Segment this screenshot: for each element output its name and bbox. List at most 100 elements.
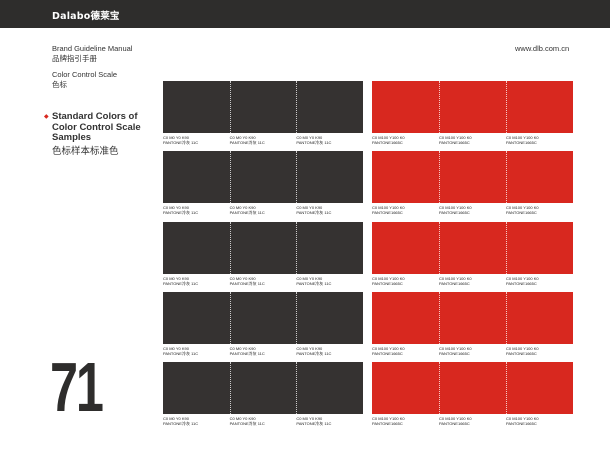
swatch-cmyk: C0 M0 Y0 K90 xyxy=(163,276,189,281)
red-swatch-label: C0 M100 Y100 K0 PANTONE1665C xyxy=(506,135,539,145)
swatch-cmyk: C0 M0 Y0 K90 xyxy=(296,135,323,140)
swatch-cmyk: C0 M0 Y0 K90 xyxy=(296,205,323,210)
section-name-cn: 色标 xyxy=(52,79,67,89)
swatch-pantone: PANTONE1665C xyxy=(439,281,470,286)
dark-swatch-label: C0 M0 Y0 K90 PANTONE冷灰 11C xyxy=(230,416,265,426)
swatch-pantone: PANTONE1665C xyxy=(506,210,537,215)
dark-swatch-label: C0 M0 Y0 K90 PANTONE冷灰 11C xyxy=(163,276,198,286)
section-title: Standard Colors of Color Control Scale S… xyxy=(52,111,141,143)
swatch-cmyk: C0 M100 Y100 K0 xyxy=(506,276,539,281)
swatch-divider xyxy=(439,292,440,344)
swatch-cmyk: C0 M100 Y100 K0 xyxy=(506,416,539,421)
manual-title-cn: 品牌指引手册 xyxy=(52,53,97,63)
swatch-cmyk: C0 M0 Y0 K90 xyxy=(163,205,189,210)
swatch-cmyk: C0 M0 Y0 K90 xyxy=(229,276,256,281)
dark-swatch-label: C0 M0 Y0 K90 PANTONE冷灰 11C xyxy=(163,346,198,356)
red-swatch-label: C0 M100 Y100 K0 PANTONE1665C xyxy=(506,276,539,286)
swatch-pantone: PANTONE冷灰 11C xyxy=(163,351,199,356)
swatch-cmyk: C0 M0 Y0 K90 xyxy=(229,416,256,421)
swatch-cmyk: C0 M100 Y100 K0 xyxy=(372,205,405,210)
dark-swatch-label: C0 M0 Y0 K90 PANTONE冷灰 11C xyxy=(163,135,198,145)
swatch-cmyk: C0 M100 Y100 K0 xyxy=(506,346,539,351)
swatch-pantone: PANTONE冷灰 11C xyxy=(296,281,332,286)
manual-header: Brand Guideline Manual 品牌指引手册 Color Cont… xyxy=(52,44,132,89)
website-link[interactable]: www.dlb.com.cn xyxy=(515,44,570,53)
swatch-divider xyxy=(296,292,298,344)
dark-swatch-label: C0 M0 Y0 K90 PANTONE冷灰 11C xyxy=(230,346,265,356)
swatch-divider xyxy=(229,362,231,414)
swatch-divider xyxy=(229,292,231,344)
swatch-cmyk: C0 M100 Y100 K0 xyxy=(372,135,405,140)
red-swatch-block xyxy=(372,362,573,414)
dark-swatch-label: C0 M0 Y0 K90 PANTONE冷灰 11C xyxy=(296,276,331,286)
swatch-divider xyxy=(439,81,440,133)
swatch-cmyk: C0 M100 Y100 K0 xyxy=(439,135,472,140)
swatch-pantone: PANTONE冷灰 11C xyxy=(296,140,332,145)
red-swatch-block xyxy=(372,292,573,344)
dark-swatch-label: C0 M0 Y0 K90 PANTONE冷灰 11C xyxy=(230,205,265,215)
swatch-cmyk: C0 M0 Y0 K90 xyxy=(163,135,189,140)
red-swatch-label: C0 M100 Y100 K0 PANTONE1665C xyxy=(439,346,472,356)
swatch-divider xyxy=(439,222,440,274)
swatch-pantone: PANTONE冷灰 11C xyxy=(229,140,265,145)
swatch-cmyk: C0 M100 Y100 K0 xyxy=(372,346,405,351)
red-swatch-label: C0 M100 Y100 K0 PANTONE1665C xyxy=(372,346,405,356)
dark-swatch-label: C0 M0 Y0 K90 PANTONE冷灰 11C xyxy=(296,346,331,356)
dark-swatch-label: C0 M0 Y0 K90 PANTONE冷灰 11C xyxy=(163,205,198,215)
swatch-pantone: PANTONE1665C xyxy=(506,281,537,286)
red-swatch-label: C0 M100 Y100 K0 PANTONE1665C xyxy=(372,276,405,286)
swatch-pantone: PANTONE冷灰 11C xyxy=(163,210,199,215)
swatch-cmyk: C0 M100 Y100 K0 xyxy=(506,135,539,140)
swatch-cmyk: C0 M100 Y100 K0 xyxy=(439,276,472,281)
swatch-pantone: PANTONE1665C xyxy=(372,140,403,145)
red-swatch-label: C0 M100 Y100 K0 PANTONE1665C xyxy=(506,346,539,356)
swatch-cmyk: C0 M100 Y100 K0 xyxy=(439,346,472,351)
swatch-pantone: PANTONE1665C xyxy=(506,351,537,356)
swatch-cmyk: C0 M100 Y100 K0 xyxy=(439,205,472,210)
red-swatch-label: C0 M100 Y100 K0 PANTONE1665C xyxy=(439,416,472,426)
swatch-cmyk: C0 M0 Y0 K90 xyxy=(229,205,256,210)
dark-swatch-block xyxy=(163,81,363,133)
swatch-pantone: PANTONE冷灰 11C xyxy=(163,421,199,426)
swatch-divider xyxy=(229,81,231,133)
swatch-divider xyxy=(229,151,231,203)
page-number: 71 xyxy=(50,348,104,426)
swatch-pantone: PANTONE冷灰 11C xyxy=(163,281,199,286)
red-swatch-label: C0 M100 Y100 K0 PANTONE1665C xyxy=(439,135,472,145)
red-swatch-block xyxy=(372,222,573,274)
swatch-divider xyxy=(506,81,507,133)
swatch-cmyk: C0 M0 Y0 K90 xyxy=(229,135,256,140)
swatch-pantone: PANTONE冷灰 11C xyxy=(229,351,265,356)
swatch-divider xyxy=(296,362,298,414)
red-swatch-label: C0 M100 Y100 K0 PANTONE1665C xyxy=(439,276,472,286)
swatch-pantone: PANTONE1665C xyxy=(372,210,403,215)
swatch-pantone: PANTONE冷灰 11C xyxy=(163,140,199,145)
swatch-cmyk: C0 M100 Y100 K0 xyxy=(372,416,405,421)
swatch-divider xyxy=(506,222,507,274)
dark-swatch-label: C0 M0 Y0 K90 PANTONE冷灰 11C xyxy=(230,135,265,145)
dark-swatch-block xyxy=(163,362,363,414)
top-bar: Dalabo德莱宝 xyxy=(0,0,610,28)
swatch-divider xyxy=(506,362,507,414)
dark-swatch-label: C0 M0 Y0 K90 PANTONE冷灰 11C xyxy=(163,416,198,426)
dark-swatch-label: C0 M0 Y0 K90 PANTONE冷灰 11C xyxy=(230,276,265,286)
swatch-pantone: PANTONE冷灰 11C xyxy=(296,421,332,426)
section-name: Color Control Scale xyxy=(52,70,118,79)
swatch-cmyk: C0 M0 Y0 K90 xyxy=(296,416,323,421)
dark-swatch-block xyxy=(163,292,363,344)
bullet-icon: ◆ xyxy=(44,114,49,120)
swatch-pantone: PANTONE1665C xyxy=(439,140,470,145)
section-title-cn: 色标样本标准色 xyxy=(52,146,119,157)
red-swatch-label: C0 M100 Y100 K0 PANTONE1665C xyxy=(372,135,405,145)
dark-swatch-label: C0 M0 Y0 K90 PANTONE冷灰 11C xyxy=(296,416,331,426)
red-swatch-block xyxy=(372,151,573,203)
swatch-pantone: PANTONE冷灰 11C xyxy=(229,210,265,215)
dark-swatch-label: C0 M0 Y0 K90 PANTONE冷灰 11C xyxy=(296,135,331,145)
swatch-pantone: PANTONE1665C xyxy=(372,281,403,286)
brand-logo: Dalabo德莱宝 xyxy=(52,11,120,22)
swatch-cmyk: C0 M0 Y0 K90 xyxy=(296,346,323,351)
swatch-pantone: PANTONE冷灰 11C xyxy=(296,210,332,215)
dark-swatch-block xyxy=(163,151,363,203)
dark-swatch-block xyxy=(163,222,363,274)
swatch-cmyk: C0 M0 Y0 K90 xyxy=(296,276,323,281)
